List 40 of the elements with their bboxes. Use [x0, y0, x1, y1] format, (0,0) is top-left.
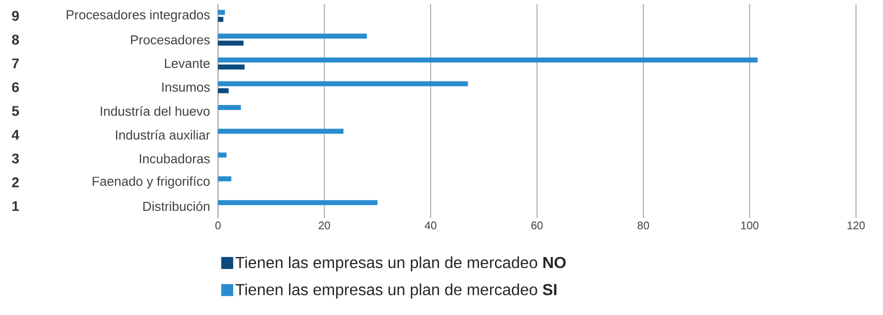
bar [218, 16, 224, 22]
text: 2 [12, 177, 19, 188]
bar [218, 57, 758, 62]
x-tick-label: 40 [424, 222, 436, 230]
x-tick-label: 100 [741, 222, 758, 230]
text: 3 [12, 154, 19, 164]
y-tick-label: Distribución [143, 201, 210, 211]
text: 8 [12, 34, 19, 45]
bar [218, 200, 378, 206]
text: 9 [12, 10, 19, 21]
bar [218, 152, 227, 158]
x-tick-label: 120 [848, 222, 865, 230]
bar [218, 40, 244, 46]
x-tick-label: 80 [638, 222, 650, 230]
x-tick-label: 20 [318, 222, 330, 230]
y-tick-label: Procesadores integrados [66, 10, 210, 22]
x-tick-label: 0 [215, 222, 221, 230]
bar [218, 104, 241, 110]
y-tick-label: Procesadores [131, 34, 210, 44]
bar [218, 176, 232, 182]
text: 1 [12, 201, 19, 211]
y-tick-label: Industría del huevo [100, 106, 210, 116]
y-tick-label: Insumos [162, 82, 210, 92]
y-tick-label: Levante [165, 58, 210, 68]
y-tick-label: Incubadoras [140, 154, 210, 164]
text: 7 [12, 58, 19, 68]
text: 6 [12, 82, 19, 92]
bar [218, 34, 367, 39]
x-tick-label: 60 [531, 222, 543, 230]
y-tick-label: Industría auxiliar [116, 130, 210, 140]
legend-label: Tienen las empresas un plan de mercadeo NO [236, 256, 566, 272]
legend-label: Tienen las empresas un plan de mercadeo SI [236, 284, 556, 298]
bar [218, 64, 245, 70]
bar [218, 10, 225, 15]
y-tick-label: Faenado y frigorifíco [92, 176, 210, 188]
text: 4 [12, 130, 20, 140]
text: 5 [12, 106, 19, 116]
bar [218, 88, 229, 94]
bar [218, 81, 468, 86]
bar [218, 128, 344, 134]
